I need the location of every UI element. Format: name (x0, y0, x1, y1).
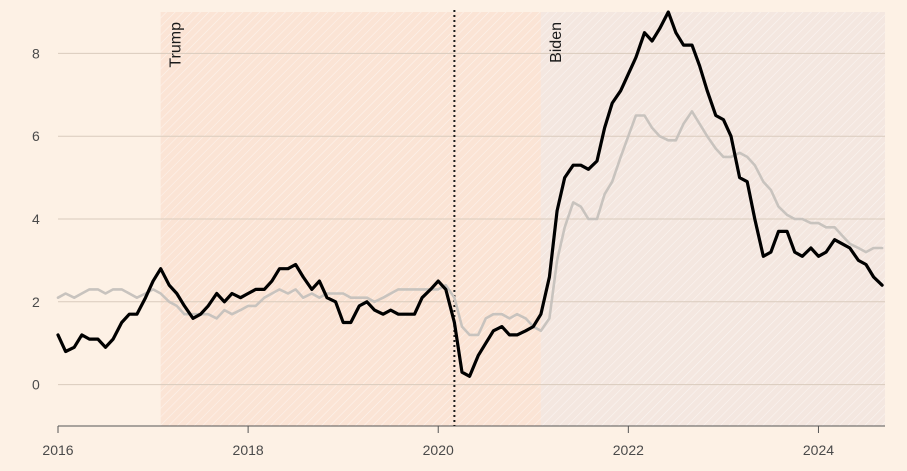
region-label-biden: Biden (548, 22, 565, 63)
y-tick-label: 6 (32, 128, 40, 144)
y-tick-label: 4 (32, 211, 40, 227)
y-tick-label: 8 (32, 45, 40, 61)
series-lines (56, 10, 884, 378)
region-labels: Trump Biden (168, 22, 565, 68)
x-tick-label: 2020 (423, 442, 454, 458)
gridlines (58, 52, 885, 427)
y-tick-label: 2 (32, 294, 40, 310)
region-label-trump: Trump (168, 22, 185, 68)
x-tick-label: 2016 (42, 442, 73, 458)
x-tick-label: 2018 (233, 442, 264, 458)
series-line-dark (56, 10, 884, 378)
x-tick-label: 2024 (803, 442, 834, 458)
x-tick-label: 2022 (613, 442, 644, 458)
y-axis-ticks: 0 2 4 6 8 (32, 45, 40, 392)
series-line-light (56, 110, 884, 337)
y-tick-label: 0 (32, 377, 40, 393)
x-axis-ticks: 2016 2018 2020 2022 2024 (42, 426, 834, 458)
